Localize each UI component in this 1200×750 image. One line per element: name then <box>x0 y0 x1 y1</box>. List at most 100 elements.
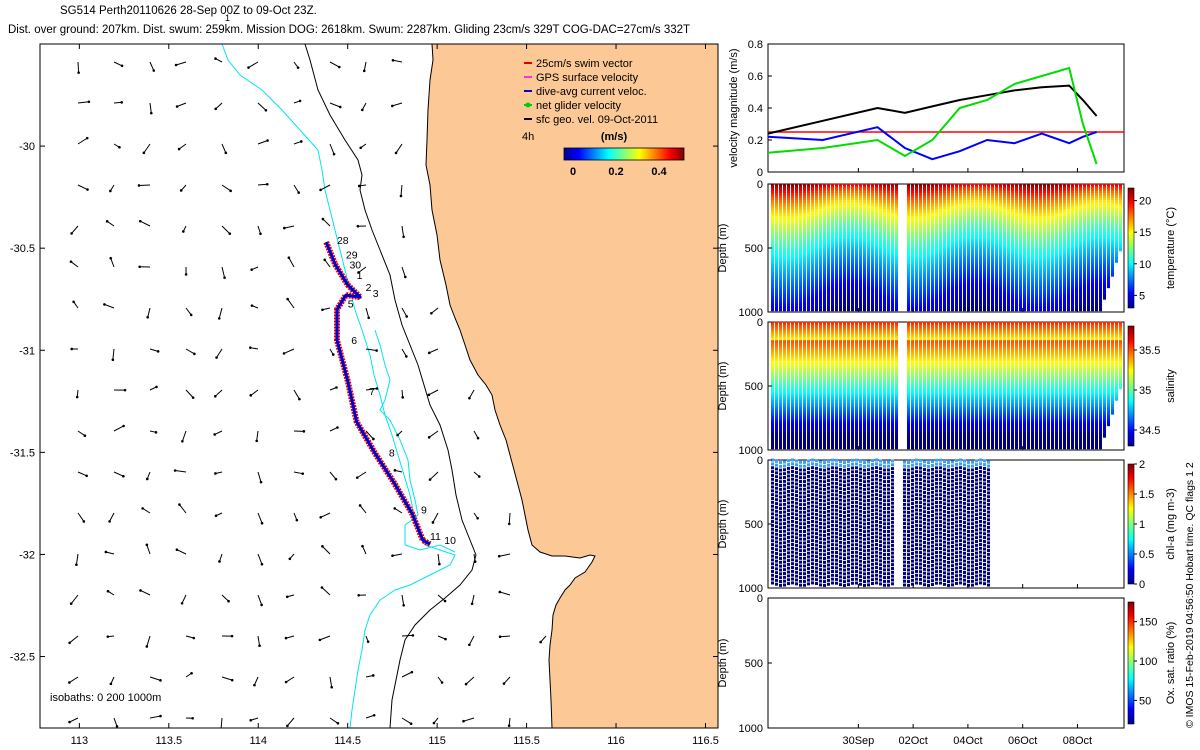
profile-point <box>911 294 914 298</box>
profile-point <box>879 275 882 279</box>
profile-point <box>891 243 894 247</box>
profile-point <box>831 199 834 203</box>
profile-point <box>891 259 894 263</box>
profile-point <box>851 199 854 203</box>
profile-point <box>819 289 822 293</box>
vector-head <box>394 151 398 155</box>
profile-point <box>795 227 798 231</box>
profile-point <box>923 292 926 296</box>
profile-point <box>811 262 814 266</box>
profile-point <box>995 308 998 312</box>
vector-head <box>402 603 405 607</box>
profile-point <box>783 234 786 238</box>
profile-point <box>795 209 798 213</box>
profile-point <box>863 271 866 275</box>
profile-point <box>779 250 782 254</box>
profile-point <box>803 245 806 249</box>
profile-point <box>791 250 794 254</box>
profile-point <box>791 234 794 238</box>
profile-point <box>871 199 874 203</box>
profile-point <box>907 202 910 206</box>
profile-point <box>907 239 910 243</box>
vector-head <box>266 139 269 142</box>
profile-point <box>819 202 822 206</box>
profile-point <box>851 294 854 298</box>
profile-point <box>823 250 826 254</box>
vector-head <box>358 504 362 507</box>
profile-point <box>791 294 794 298</box>
vector-head <box>393 469 397 472</box>
profile-point <box>775 264 778 268</box>
profile-point <box>775 292 778 296</box>
profile-point <box>879 236 882 240</box>
profile-point <box>923 206 926 210</box>
profile-point <box>879 195 882 199</box>
profile-point <box>887 305 890 309</box>
profile-point <box>887 213 890 217</box>
profile-point <box>827 225 830 229</box>
profile-point <box>931 275 934 279</box>
profile-point <box>779 269 782 273</box>
vector-arrow <box>218 307 223 319</box>
profile-point <box>859 202 862 206</box>
profile-point <box>819 245 822 249</box>
profile-point <box>927 206 930 210</box>
vector-arrow <box>221 594 229 602</box>
profile-point <box>803 190 806 194</box>
profile-point <box>851 190 854 194</box>
profile-point <box>875 282 878 286</box>
profile-point <box>787 285 790 289</box>
profile-point <box>795 183 798 187</box>
profile-point <box>835 262 838 266</box>
profile-point <box>827 257 830 261</box>
profile-point <box>927 248 930 252</box>
profile-point <box>771 264 774 268</box>
profile-point <box>919 197 922 201</box>
profile-point <box>915 250 918 254</box>
profile-point <box>795 308 798 312</box>
profile-point <box>843 308 846 312</box>
profile-point <box>803 269 806 273</box>
profile-point <box>891 211 894 215</box>
profile-point <box>887 308 890 312</box>
profile-point <box>811 301 814 305</box>
profile-point <box>795 234 798 238</box>
profile-point <box>799 262 802 266</box>
profile-point <box>883 264 886 268</box>
profile-point <box>923 218 926 222</box>
profile-point <box>891 252 894 256</box>
profile-point <box>795 222 798 226</box>
profile-point <box>819 192 822 196</box>
profile-point <box>883 275 886 279</box>
profile-point <box>923 257 926 261</box>
profile-point <box>979 308 982 312</box>
profile-point <box>799 197 802 201</box>
profile-point <box>823 209 826 213</box>
profile-point <box>867 250 870 254</box>
profile-point <box>923 285 926 289</box>
profile-point <box>839 248 842 252</box>
vector-head <box>411 634 415 637</box>
velocity-series-line <box>767 66 1098 165</box>
profile-point <box>819 285 822 289</box>
profile-point <box>823 236 826 240</box>
speed-colorbar <box>563 147 685 161</box>
profile-point <box>787 303 790 307</box>
profile-point <box>815 301 818 305</box>
profile-point <box>883 255 886 259</box>
profile-point <box>779 222 782 226</box>
profile-point <box>863 245 866 249</box>
profile-point <box>859 305 862 309</box>
profile-point <box>831 245 834 249</box>
profile-point <box>907 209 910 213</box>
profile-point <box>891 271 894 275</box>
profile-point <box>923 269 926 273</box>
profile-point <box>875 229 878 233</box>
vector-head <box>178 503 181 506</box>
profile-point <box>827 248 830 252</box>
profile-point <box>911 296 914 300</box>
profile-point <box>811 239 814 243</box>
profile-point <box>823 278 826 282</box>
profile-point <box>883 229 886 233</box>
profile-point <box>795 248 798 252</box>
